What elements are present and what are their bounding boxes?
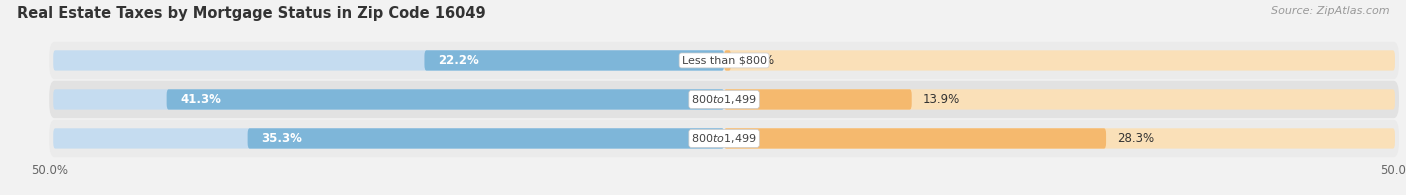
- FancyBboxPatch shape: [247, 128, 724, 149]
- FancyBboxPatch shape: [49, 42, 1399, 79]
- FancyBboxPatch shape: [724, 89, 1395, 110]
- FancyBboxPatch shape: [167, 89, 724, 110]
- FancyBboxPatch shape: [49, 120, 1399, 157]
- FancyBboxPatch shape: [724, 50, 731, 71]
- Text: $800 to $1,499: $800 to $1,499: [692, 132, 756, 145]
- Text: 28.3%: 28.3%: [1116, 132, 1154, 145]
- FancyBboxPatch shape: [53, 50, 724, 71]
- Text: 35.3%: 35.3%: [262, 132, 302, 145]
- FancyBboxPatch shape: [49, 81, 1399, 118]
- FancyBboxPatch shape: [724, 89, 911, 110]
- Text: Less than $800: Less than $800: [682, 55, 766, 66]
- FancyBboxPatch shape: [53, 128, 724, 149]
- FancyBboxPatch shape: [53, 89, 724, 110]
- Text: 22.2%: 22.2%: [437, 54, 478, 67]
- FancyBboxPatch shape: [425, 50, 724, 71]
- Text: Source: ZipAtlas.com: Source: ZipAtlas.com: [1271, 6, 1389, 16]
- Text: 0.51%: 0.51%: [738, 54, 775, 67]
- Text: 41.3%: 41.3%: [180, 93, 221, 106]
- FancyBboxPatch shape: [724, 128, 1395, 149]
- Text: Real Estate Taxes by Mortgage Status in Zip Code 16049: Real Estate Taxes by Mortgage Status in …: [17, 6, 485, 21]
- FancyBboxPatch shape: [724, 50, 1395, 71]
- Text: 13.9%: 13.9%: [922, 93, 960, 106]
- Text: $800 to $1,499: $800 to $1,499: [692, 93, 756, 106]
- FancyBboxPatch shape: [724, 128, 1107, 149]
